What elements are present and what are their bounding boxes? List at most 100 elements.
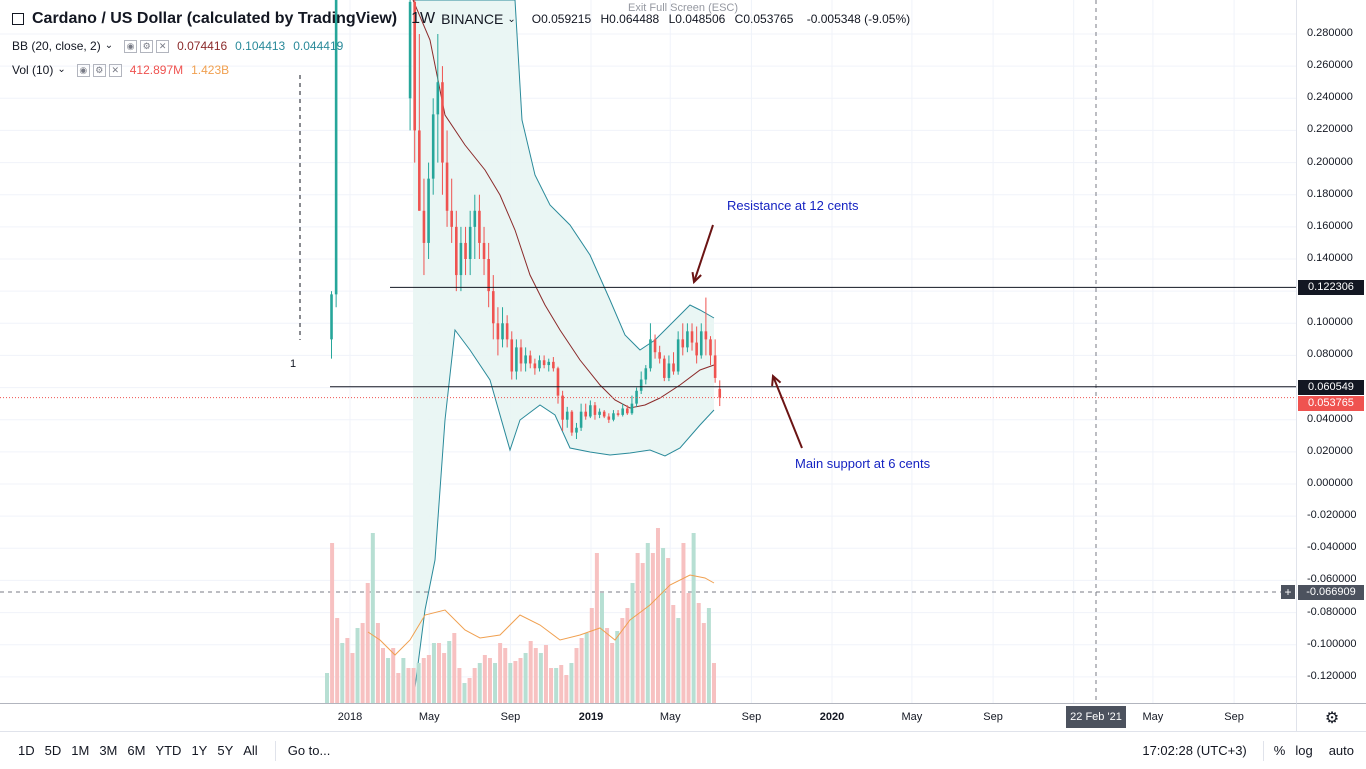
candle-body	[709, 339, 712, 356]
add-alert-icon[interactable]: +	[1281, 585, 1295, 599]
eye-icon[interactable]: ◉	[124, 40, 138, 53]
candle-body	[464, 242, 467, 259]
price-tick-label: -0.040000	[1307, 541, 1357, 554]
resistance-arrow	[693, 224, 714, 283]
bb-lower-line	[412, 328, 715, 703]
ohlc-values: O0.059215 H0.064488 L0.048506 C0.053765 …	[531, 12, 911, 26]
volume-bar	[579, 638, 584, 703]
timeframe-1y[interactable]: 1Y	[191, 743, 208, 758]
candle-body	[681, 339, 685, 348]
volume-bar	[625, 608, 630, 703]
candle-body	[436, 82, 440, 115]
price-tick-label: 0.040000	[1307, 412, 1353, 425]
percent-toggle[interactable]: %	[1273, 743, 1286, 758]
close-icon[interactable]: ✕	[108, 64, 122, 77]
volume-bar	[365, 583, 370, 703]
gear-icon[interactable]: ⚙	[140, 40, 154, 53]
vol-label[interactable]: Vol (10)	[12, 62, 54, 77]
price-tick-label: -0.080000	[1307, 605, 1357, 618]
time-axis[interactable]: 2018MaySep2019MaySep2020MaySep20MaySep22…	[0, 703, 1296, 732]
volume-bar	[650, 553, 655, 703]
candle-body	[589, 405, 592, 417]
collapse-icon[interactable]	[12, 13, 24, 25]
candle-body	[565, 411, 569, 420]
candle-body	[427, 178, 430, 243]
chart-settings[interactable]: ⚙	[1296, 703, 1366, 732]
candle-body	[542, 360, 546, 366]
support-arrow	[772, 375, 803, 449]
bb-label[interactable]: BB (20, close, 2)	[12, 38, 101, 53]
chevron-down-icon[interactable]: ⌄	[57, 64, 66, 75]
log-toggle[interactable]: log	[1295, 743, 1313, 758]
chevron-down-icon[interactable]: ⌄	[104, 40, 114, 51]
candle-body	[690, 331, 694, 343]
volume-bar	[610, 643, 615, 703]
bottom-toolbar: 1D 5D 1M 3M 6M YTD 1Y 5Y All Go to... 17…	[0, 731, 1366, 769]
price-tick-label: 0.000000	[1307, 477, 1353, 489]
volume-bar	[712, 663, 716, 703]
gear-icon[interactable]: ⚙	[92, 64, 106, 77]
price-tick-label: 0.220000	[1307, 123, 1353, 136]
volume-bar	[447, 641, 452, 703]
candle-body	[496, 323, 500, 340]
timeframe-5y[interactable]: 5Y	[217, 743, 234, 758]
candle-body	[455, 226, 458, 276]
price-tick-label: -0.060000	[1307, 573, 1357, 586]
close-icon[interactable]: ✕	[156, 40, 170, 53]
gear-icon[interactable]: ⚙	[1324, 710, 1340, 727]
volume-bar	[554, 668, 559, 703]
exit-fullscreen-hint[interactable]: Exit Full Screen (ESC)	[628, 2, 739, 14]
time-tick-label: 2018	[337, 711, 363, 723]
bb-legend: BB (20, close, 2) ⌄ ◉ ⚙ ✕ 0.074416 0.10441…	[12, 38, 343, 53]
volume-bar	[355, 628, 360, 703]
candle-body	[533, 363, 537, 369]
timeframe-5d[interactable]: 5D	[44, 743, 62, 758]
chart-pane[interactable]: Exit Full Screen (ESC) Cardano / US Doll…	[0, 0, 1296, 703]
crosshair-date-tag: 22 Feb '21	[1066, 706, 1126, 728]
volume-bar	[528, 641, 533, 703]
eye-icon[interactable]: ◉	[76, 64, 90, 77]
candle-body	[612, 413, 615, 420]
volume-bar	[431, 643, 436, 703]
volume-bar	[574, 648, 579, 703]
clock[interactable]: 17:02:28 (UTC+3)	[1142, 743, 1247, 758]
resistance-annotation[interactable]: Resistance at 12 cents	[727, 198, 859, 213]
exchange-label[interactable]: BINANCE	[441, 11, 504, 27]
timeframe-ytd[interactable]: YTD	[155, 743, 182, 758]
price-axis[interactable]: 0.280000 0.260000 0.240000 0.220000 0.200000…	[1296, 0, 1366, 703]
price-tick-label: 0.100000	[1307, 316, 1353, 329]
volume-bar	[401, 658, 406, 703]
timeframe-1m[interactable]: 1M	[71, 743, 90, 758]
auto-toggle[interactable]: auto	[1328, 743, 1354, 758]
timeframe-6m[interactable]: 6M	[127, 743, 146, 758]
vol-legend: Vol (10) ⌄ ◉ ⚙ ✕ 412.897M 1.423B	[12, 62, 229, 77]
crosshair-price-tag: -0.066909	[1298, 585, 1364, 600]
volume-bar	[559, 665, 564, 703]
symbol-title[interactable]: Cardano / US Dollar (calculated by Tradi…	[32, 10, 398, 27]
candle-body	[579, 411, 583, 428]
volume-bar	[605, 628, 610, 703]
candle-body	[561, 395, 564, 420]
candle-body	[695, 342, 698, 356]
symbol-legend: Cardano / US Dollar (calculated by Tradi…	[12, 10, 910, 28]
volume-bar	[701, 623, 706, 703]
bb-upper-value: 0.104413	[235, 38, 286, 53]
interval-label[interactable]: 1W	[411, 10, 436, 27]
candle-body	[431, 114, 435, 179]
candle-body	[422, 210, 426, 243]
volume-bar	[335, 618, 340, 703]
goto-button[interactable]: Go to...	[287, 743, 331, 758]
price-chart[interactable]	[0, 0, 1296, 703]
bb-basis-value: 0.074416	[177, 38, 228, 53]
timeframe-all[interactable]: All	[243, 743, 258, 758]
timeframe-3m[interactable]: 3M	[99, 743, 118, 758]
candle-body	[662, 358, 666, 378]
volume-bar	[635, 553, 640, 703]
marker-label: 1	[290, 358, 297, 370]
volume-bar	[599, 593, 604, 703]
chevron-down-icon[interactable]: ⌄	[507, 13, 516, 25]
candle-body	[487, 259, 490, 292]
volume-bar	[375, 623, 380, 703]
support-annotation[interactable]: Main support at 6 cents	[795, 456, 931, 471]
timeframe-1d[interactable]: 1D	[18, 743, 35, 758]
